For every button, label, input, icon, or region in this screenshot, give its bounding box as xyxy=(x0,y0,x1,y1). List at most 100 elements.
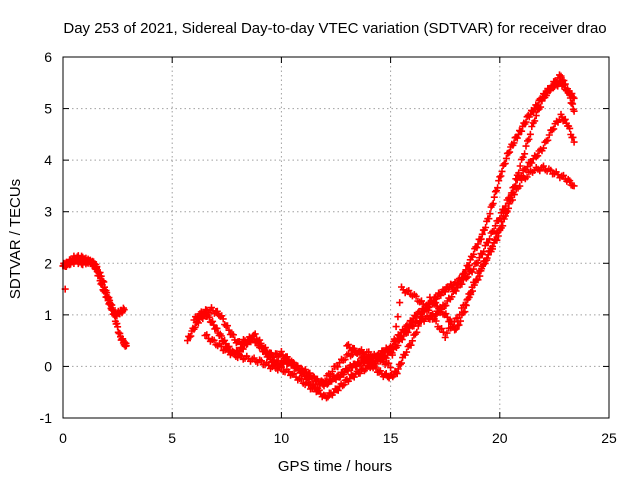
data-point xyxy=(560,77,568,84)
data-point xyxy=(502,154,510,162)
data-point xyxy=(493,236,501,244)
data-point xyxy=(515,169,523,177)
data-point xyxy=(561,115,569,123)
data-point xyxy=(561,80,569,88)
data-point xyxy=(519,153,527,161)
data-point xyxy=(510,183,518,191)
data-point xyxy=(524,163,531,171)
data-point xyxy=(495,177,503,185)
data-point xyxy=(510,139,518,147)
data-point xyxy=(390,335,398,343)
data-point xyxy=(566,124,574,132)
data-point xyxy=(416,310,424,318)
data-point xyxy=(498,167,506,175)
data-point xyxy=(544,136,552,144)
data-point xyxy=(184,337,191,345)
data-point xyxy=(509,189,517,197)
y-axis-label: SDTVAR / TECUs xyxy=(7,179,24,299)
data-point xyxy=(378,354,385,362)
data-point xyxy=(305,381,313,389)
data-point xyxy=(452,325,460,333)
data-point xyxy=(500,215,508,223)
data-point xyxy=(382,370,390,377)
data-point xyxy=(556,71,563,79)
data-point xyxy=(442,302,450,310)
data-point xyxy=(413,328,421,336)
data-point xyxy=(501,160,509,167)
data-point xyxy=(550,125,558,133)
data-point xyxy=(443,329,451,337)
data-point xyxy=(78,252,86,260)
data-point xyxy=(257,357,265,365)
data-point xyxy=(462,301,470,309)
data-point xyxy=(432,317,440,325)
data-point xyxy=(512,175,520,183)
data-point xyxy=(482,224,490,231)
data-point xyxy=(239,345,247,353)
data-point xyxy=(491,222,499,230)
data-point xyxy=(221,336,229,344)
data-point xyxy=(540,144,547,152)
data-point xyxy=(454,284,462,292)
data-point xyxy=(408,337,416,345)
y-tick-label: 4 xyxy=(44,152,52,168)
data-points xyxy=(59,71,578,402)
y-tick-label: 3 xyxy=(44,204,52,220)
data-point xyxy=(545,131,553,139)
data-point xyxy=(485,215,493,223)
data-point xyxy=(532,112,540,120)
data-point xyxy=(225,326,233,334)
data-point xyxy=(489,245,496,253)
data-point xyxy=(570,138,578,146)
data-point xyxy=(213,324,221,332)
data-point xyxy=(229,331,237,339)
data-point xyxy=(344,341,352,349)
plot-frame xyxy=(62,56,610,419)
data-point xyxy=(473,244,481,252)
data-point xyxy=(290,369,298,377)
data-point xyxy=(191,323,199,331)
data-point xyxy=(474,259,482,267)
data-point xyxy=(366,358,374,366)
data-point xyxy=(324,393,332,401)
data-point xyxy=(120,306,128,314)
data-point xyxy=(521,150,529,158)
y-tick-label: 0 xyxy=(44,358,52,374)
x-tick-label: 0 xyxy=(59,430,67,446)
data-point xyxy=(323,394,330,402)
data-point xyxy=(277,363,285,371)
data-point xyxy=(491,188,499,196)
data-point xyxy=(404,328,412,336)
data-point xyxy=(457,317,464,325)
data-point xyxy=(208,304,215,312)
data-point xyxy=(394,342,402,349)
data-point xyxy=(474,240,482,248)
data-point xyxy=(224,322,231,330)
x-tick-label: 5 xyxy=(168,430,176,446)
data-point xyxy=(217,342,225,350)
data-point xyxy=(537,103,545,111)
data-point xyxy=(388,351,396,359)
data-point xyxy=(494,232,502,240)
data-point xyxy=(526,130,534,138)
data-point xyxy=(470,250,478,258)
data-point xyxy=(392,323,400,331)
data-point xyxy=(483,256,491,264)
data-point xyxy=(251,330,259,338)
data-point xyxy=(506,148,514,156)
data-point xyxy=(417,317,425,325)
data-point xyxy=(522,142,530,150)
data-point xyxy=(499,222,507,230)
x-tick-label: 10 xyxy=(274,430,290,446)
data-point xyxy=(530,108,538,116)
data-point xyxy=(314,384,322,392)
data-point xyxy=(230,349,238,357)
data-point xyxy=(398,336,406,344)
data-point xyxy=(534,152,542,160)
x-tick-label: 20 xyxy=(492,430,508,446)
data-point xyxy=(438,305,446,313)
data-point xyxy=(419,314,427,322)
grid-lines xyxy=(63,57,609,418)
data-point xyxy=(122,342,130,350)
data-point xyxy=(283,353,291,361)
